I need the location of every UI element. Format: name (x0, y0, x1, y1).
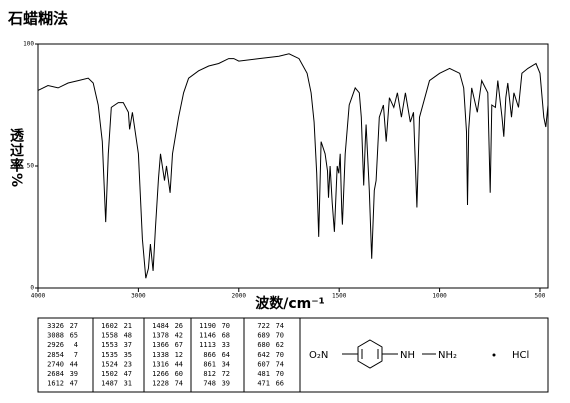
x-tick-label: 1000 (432, 293, 447, 300)
peak-wavenumber: 1612 (47, 380, 64, 388)
peak-transmittance: 60 (175, 370, 183, 378)
peak-wavenumber: 1316 (152, 360, 169, 368)
peak-wavenumber: 1487 (101, 380, 118, 388)
spectrum-line (37, 53, 549, 279)
group-label: NH₂ (438, 350, 457, 361)
peak-transmittance: 64 (222, 351, 230, 359)
peak-transmittance: 34 (222, 360, 230, 368)
peak-transmittance: 4 (74, 341, 78, 349)
peak-transmittance: 33 (222, 341, 230, 349)
peak-wavenumber: 1484 (152, 322, 169, 330)
peak-transmittance: 23 (124, 360, 132, 368)
peak-transmittance: 47 (70, 380, 78, 388)
peak-wavenumber: 2926 (47, 341, 64, 349)
group-label: O₂N (309, 350, 328, 361)
table-frame (37, 317, 549, 393)
peak-wavenumber: 1535 (101, 351, 118, 359)
group-label: NH (400, 350, 415, 361)
y-axis-label: 透过率% (8, 128, 24, 189)
peak-wavenumber: 642 (257, 351, 270, 359)
peak-transmittance: 31 (124, 380, 132, 388)
x-axis-label: 波数/cm⁻¹ (255, 295, 325, 312)
peak-wavenumber: 1553 (101, 341, 118, 349)
peak-transmittance: 47 (124, 370, 132, 378)
peak-wavenumber: 861 (203, 360, 216, 368)
peak-transmittance: 39 (222, 380, 230, 388)
peak-wavenumber: 1190 (199, 322, 216, 330)
peak-transmittance: 44 (70, 360, 78, 368)
peak-transmittance: 44 (175, 360, 183, 368)
peak-wavenumber: 2740 (47, 360, 64, 368)
peak-transmittance: 35 (124, 351, 132, 359)
peak-transmittance: 68 (222, 332, 230, 340)
y-tick-label: 50 (27, 163, 35, 170)
peak-wavenumber: 1146 (199, 332, 216, 340)
peak-wavenumber: 2854 (47, 351, 64, 359)
peak-transmittance: 48 (124, 332, 132, 340)
peak-wavenumber: 689 (257, 332, 270, 340)
x-tick-label: 1500 (332, 293, 347, 300)
peak-wavenumber: 1558 (101, 332, 118, 340)
peak-wavenumber: 680 (257, 341, 270, 349)
y-tick-label: 100 (23, 41, 34, 48)
peak-transmittance: 67 (175, 341, 183, 349)
peak-transmittance: 74 (276, 360, 284, 368)
x-tick-label: 2000 (232, 293, 247, 300)
peak-transmittance: 70 (276, 351, 284, 359)
plot-frame (37, 43, 549, 289)
peak-wavenumber: 471 (257, 380, 270, 388)
peak-transmittance: 37 (124, 341, 132, 349)
peak-wavenumber: 1338 (152, 351, 169, 359)
peak-wavenumber: 3088 (47, 332, 64, 340)
salt-dot (492, 353, 496, 357)
peak-wavenumber: 1113 (199, 341, 216, 349)
peak-wavenumber: 748 (203, 380, 216, 388)
peak-wavenumber: 1366 (152, 341, 169, 349)
x-tick-label: 4000 (31, 293, 46, 300)
peak-transmittance: 72 (222, 370, 230, 378)
peak-wavenumber: 1524 (101, 360, 118, 368)
peak-wavenumber: 1266 (152, 370, 169, 378)
peak-wavenumber: 812 (203, 370, 216, 378)
peak-wavenumber: 866 (203, 351, 216, 359)
peak-transmittance: 70 (276, 370, 284, 378)
peak-transmittance: 7 (74, 351, 78, 359)
peak-wavenumber: 1602 (101, 322, 118, 330)
peak-wavenumber: 481 (257, 370, 270, 378)
peak-transmittance: 74 (175, 380, 183, 388)
peak-transmittance: 74 (276, 322, 284, 330)
peak-transmittance: 65 (70, 332, 78, 340)
peak-wavenumber: 2684 (47, 370, 64, 378)
peak-wavenumber: 1378 (152, 332, 169, 340)
peak-wavenumber: 1502 (101, 370, 118, 378)
peak-transmittance: 42 (175, 332, 183, 340)
peak-transmittance: 21 (124, 322, 132, 330)
x-tick-label: 3000 (131, 293, 146, 300)
peak-transmittance: 62 (276, 341, 284, 349)
peak-transmittance: 27 (70, 322, 78, 330)
chart-title: 石蜡糊法 (7, 10, 68, 28)
x-tick-label: 500 (535, 293, 546, 300)
group-label: HCl (512, 350, 529, 361)
peak-transmittance: 70 (222, 322, 230, 330)
peak-transmittance: 70 (276, 332, 284, 340)
peak-transmittance: 26 (175, 322, 183, 330)
peak-wavenumber: 722 (257, 322, 270, 330)
peak-transmittance: 12 (175, 351, 183, 359)
peak-wavenumber: 1228 (152, 380, 169, 388)
peak-wavenumber: 607 (257, 360, 270, 368)
y-tick-label: 0 (30, 285, 34, 292)
peak-transmittance: 66 (276, 380, 284, 388)
peak-transmittance: 39 (70, 370, 78, 378)
benzene-ring (357, 339, 383, 369)
peak-wavenumber: 3326 (47, 322, 64, 330)
